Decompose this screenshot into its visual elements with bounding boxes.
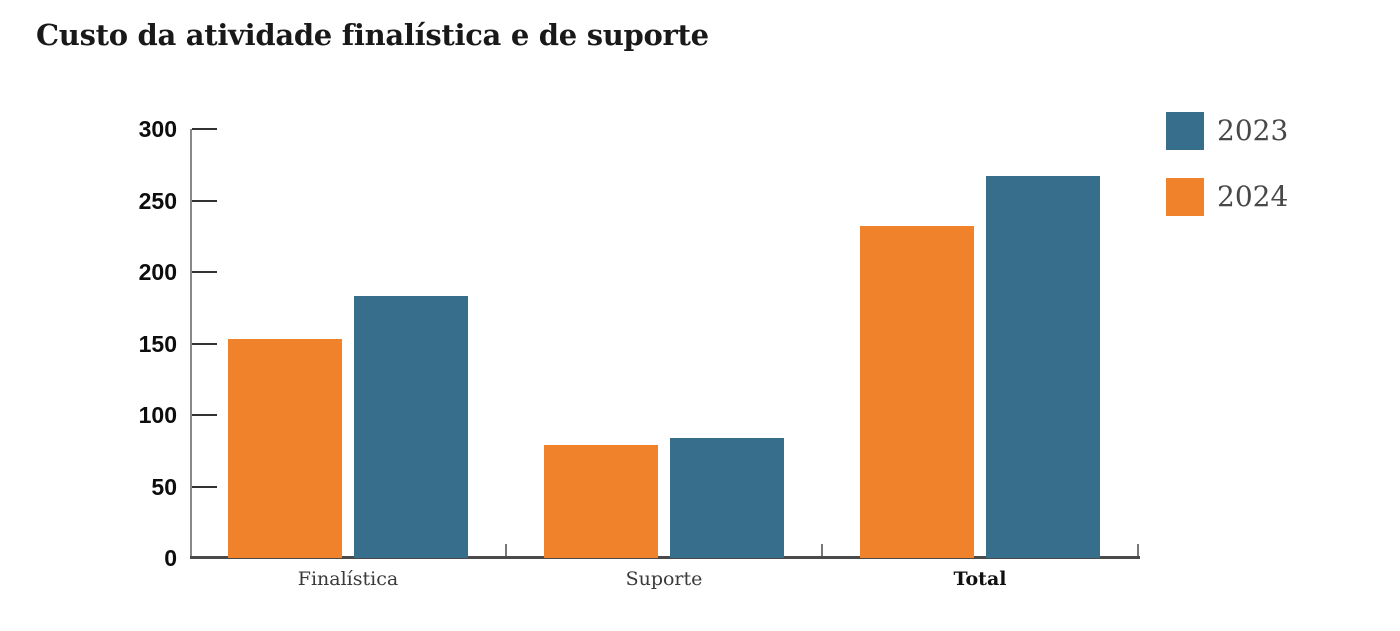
y-axis-tick-50 <box>192 485 217 488</box>
y-axis-line <box>190 129 192 558</box>
y-axis-tick-300 <box>192 128 217 130</box>
bar-2024-finalistica[interactable] <box>228 339 342 558</box>
plot-area: 0 50 100 150 200 250 300 Finalística Suporte Tota… <box>139 116 1140 590</box>
y-axis-label-0: 0 <box>164 545 177 571</box>
x-axis-tick-2 <box>821 544 823 556</box>
x-axis-tick-3 <box>1137 544 1139 556</box>
y-axis-label-200: 200 <box>138 259 177 285</box>
bar-2023-finalistica[interactable] <box>354 296 468 558</box>
x-axis-tick-1 <box>505 544 507 556</box>
legend: 2023 2024 <box>1166 112 1288 216</box>
legend-label-2024: 2024 <box>1217 180 1289 213</box>
x-axis-label-finalistica: Finalística <box>297 568 399 590</box>
y-axis-label-100: 100 <box>138 402 177 428</box>
y-axis-label-50: 50 <box>151 473 177 500</box>
x-axis-line <box>190 556 1140 559</box>
legend-item-2023[interactable]: 2023 <box>1166 112 1288 150</box>
x-axis-label-suporte: Suporte <box>625 568 703 590</box>
bar-2024-total[interactable] <box>860 226 974 558</box>
bar-2023-suporte[interactable] <box>670 437 784 558</box>
x-axis-label-total: Total <box>953 568 1007 590</box>
y-axis-label-250: 250 <box>138 187 177 214</box>
legend-swatch-2024-icon <box>1166 178 1204 216</box>
y-axis-tick-100 <box>192 414 217 416</box>
legend-label-2023: 2023 <box>1217 114 1289 147</box>
bar-2023-total[interactable] <box>986 176 1100 558</box>
legend-item-2024[interactable]: 2024 <box>1166 178 1288 216</box>
y-axis-tick-150 <box>192 342 217 345</box>
y-axis-label-150: 150 <box>138 330 177 357</box>
y-axis-tick-200 <box>192 271 217 273</box>
bar-2024-suporte[interactable] <box>544 445 658 558</box>
legend-swatch-2023-icon <box>1166 112 1204 150</box>
y-axis-label-300: 300 <box>138 116 177 142</box>
chart-title: Custo da atividade finalística e de supo… <box>36 18 709 52</box>
y-axis-tick-250 <box>192 199 217 202</box>
